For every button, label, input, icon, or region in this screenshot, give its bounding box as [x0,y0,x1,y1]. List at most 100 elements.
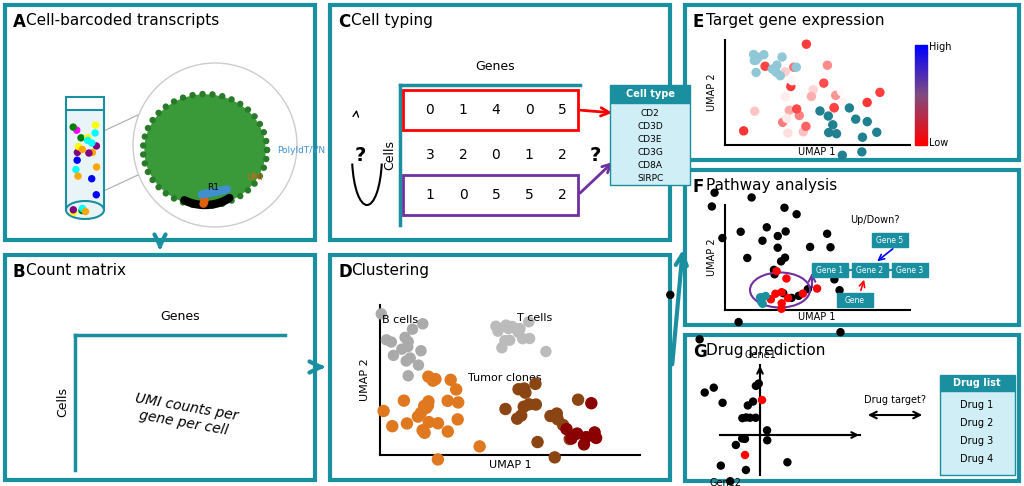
Circle shape [742,467,750,473]
Text: E: E [693,13,705,31]
FancyBboxPatch shape [66,97,104,112]
Circle shape [772,69,780,76]
Circle shape [783,275,790,282]
Circle shape [423,396,434,407]
Circle shape [790,63,798,71]
Circle shape [732,441,739,449]
Circle shape [423,371,434,382]
FancyBboxPatch shape [5,255,315,480]
Text: A: A [13,13,26,31]
Circle shape [246,107,251,112]
Bar [915,83,927,85]
Circle shape [827,244,834,251]
Text: Cell typing: Cell typing [351,13,433,28]
Circle shape [416,407,426,418]
Circle shape [92,122,98,128]
Circle shape [764,427,770,434]
FancyBboxPatch shape [610,103,690,185]
Circle shape [773,268,780,275]
Bar [915,51,927,53]
Bar [915,71,927,73]
Circle shape [743,255,751,261]
Circle shape [778,289,785,295]
Circle shape [71,207,77,213]
Circle shape [432,418,443,429]
Circle shape [497,343,507,353]
Circle shape [839,151,846,159]
Circle shape [718,462,724,469]
Circle shape [761,62,769,70]
Bar [915,77,927,79]
Circle shape [264,156,268,161]
Circle shape [210,92,215,97]
Circle shape [398,395,410,406]
Circle shape [759,300,766,307]
Circle shape [839,98,847,106]
Circle shape [210,203,215,208]
Circle shape [180,200,185,205]
Text: T cells: T cells [517,313,553,323]
Circle shape [500,403,511,415]
Text: D: D [338,263,352,281]
Circle shape [73,167,79,173]
Circle shape [257,174,262,178]
Circle shape [735,318,742,326]
Circle shape [836,287,843,294]
Circle shape [738,435,745,442]
Text: SIRPC: SIRPC [637,174,664,183]
Circle shape [778,53,786,61]
Bar [915,135,927,137]
Circle shape [753,382,760,389]
Text: 1: 1 [524,148,534,162]
Bar [915,93,927,95]
Circle shape [561,424,572,434]
Bar [915,73,927,75]
Circle shape [771,67,779,75]
Circle shape [89,140,95,146]
Circle shape [764,437,771,444]
Text: R1: R1 [207,183,219,192]
Circle shape [145,170,151,174]
Circle shape [403,337,414,347]
Text: CD8A: CD8A [638,160,663,170]
Circle shape [739,127,748,135]
Bar [915,131,927,133]
FancyBboxPatch shape [403,90,578,130]
Text: Genes: Genes [475,60,515,73]
Text: 0: 0 [524,103,534,117]
Circle shape [432,454,443,465]
Circle shape [741,435,749,442]
Bar [915,141,927,143]
Text: CD3E: CD3E [638,135,663,143]
Circle shape [145,125,151,131]
Circle shape [71,124,76,130]
Circle shape [788,77,797,85]
Circle shape [772,290,779,297]
Circle shape [402,342,413,352]
Circle shape [696,336,703,343]
Text: Clustering: Clustering [351,263,429,278]
Circle shape [566,433,577,444]
Circle shape [445,374,456,385]
Circle shape [828,121,837,129]
Circle shape [229,97,234,102]
Circle shape [417,425,428,436]
Text: Cell type: Cell type [626,89,675,99]
Circle shape [820,79,827,87]
Bar [915,53,927,55]
Circle shape [238,102,243,106]
Circle shape [755,53,762,61]
Circle shape [778,300,785,307]
Circle shape [89,149,95,156]
Text: UMAP 2: UMAP 2 [360,359,370,401]
Circle shape [401,356,412,366]
Circle shape [803,40,810,48]
Text: Genes: Genes [160,310,200,323]
Circle shape [133,63,297,227]
Circle shape [387,421,397,432]
Circle shape [776,72,784,80]
Bar [915,55,927,57]
FancyBboxPatch shape [837,293,873,307]
Circle shape [75,149,81,156]
Ellipse shape [66,201,104,219]
